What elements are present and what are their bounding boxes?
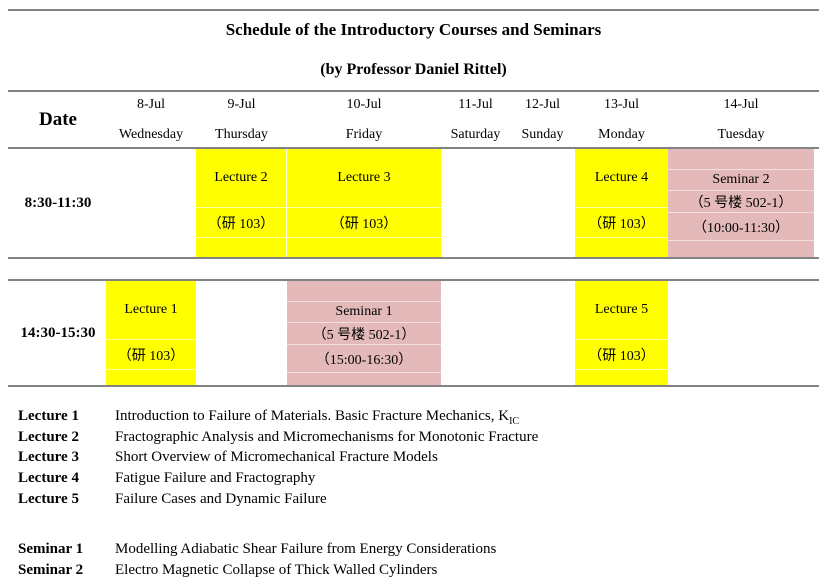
cell-title: Lecture 2	[196, 149, 286, 208]
cell-location: （研 103）	[287, 208, 441, 238]
legend-item-lecture-1: Lecture 1 Introduction to Failure of Mat…	[18, 408, 538, 429]
schedule-cell-lecture-5: Lecture 5 （研 103）	[575, 281, 668, 385]
schedule-cell-lecture-4: Lecture 4 （研 103）	[575, 149, 668, 257]
legend-item-seminar-1: Seminar 1 Modelling Adiabatic Shear Fail…	[18, 541, 496, 562]
header-day-thursday: 9-Jul Thursday	[196, 92, 287, 147]
header-date: 11-Jul	[458, 97, 493, 112]
cell-title: Seminar 2	[668, 170, 814, 191]
cell-location: （研 103）	[196, 208, 286, 238]
cell-location: （5 号楼 502-1）	[287, 323, 441, 345]
schedule-cell-lecture-1: Lecture 1 （研 103）	[106, 281, 196, 385]
row2-top-rule	[8, 279, 819, 281]
header-bottom-rule	[8, 147, 819, 149]
cell-title: Lecture 4	[575, 149, 668, 208]
schedule-cell-lecture-3: Lecture 3 （研 103）	[287, 149, 441, 257]
lecture-legend: Lecture 1 Introduction to Failure of Mat…	[18, 408, 538, 511]
header-date: 8-Jul	[137, 97, 165, 112]
legend-description: Fractographic Analysis and Micromechanis…	[115, 428, 539, 445]
legend-description: Fatigue Failure and Fractography	[115, 470, 316, 487]
legend-description: Introduction to Failure of Materials. Ba…	[115, 408, 520, 427]
cell-spacer	[668, 149, 814, 170]
legend-label: Lecture 2	[18, 428, 79, 445]
seminar-legend: Seminar 1 Modelling Adiabatic Shear Fail…	[18, 541, 496, 582]
cell-time-note: （10:00-11:30）	[668, 213, 814, 241]
header-date: 9-Jul	[227, 97, 256, 112]
row2-bottom-rule	[8, 385, 819, 387]
legend-description: Failure Cases and Dynamic Failure	[115, 490, 327, 507]
legend-item-lecture-4: Lecture 4 Fatigue Failure and Fractograp…	[18, 470, 538, 491]
schedule-row-afternoon: 14:30-15:30 Lecture 1 （研 103） Seminar 1 …	[10, 281, 814, 385]
legend-label: Lecture 3	[18, 449, 79, 466]
header-day-wednesday: 8-Jul Wednesday	[106, 92, 196, 147]
schedule-cell-lecture-2: Lecture 2 （研 103）	[196, 149, 287, 257]
page-title: Schedule of the Introductory Courses and…	[225, 20, 602, 39]
header-weekday: Wednesday	[118, 127, 184, 142]
row1-bottom-rule	[8, 257, 819, 259]
header-day-tuesday: 14-Jul Tuesday	[668, 92, 814, 147]
schedule-cell-empty	[106, 149, 196, 257]
schedule-cell-seminar-2: Seminar 2 （5 号楼 502-1） （10:00-11:30）	[668, 149, 814, 257]
legend-label: Seminar 2	[18, 561, 84, 578]
schedule-cell-empty	[510, 149, 575, 257]
header-weekday: Sunday	[521, 127, 564, 142]
cell-location: （5 号楼 502-1）	[668, 191, 814, 213]
legend-description: Modelling Adiabatic Shear Failure from E…	[115, 541, 497, 557]
header-date-label: Date	[39, 109, 77, 130]
legend-label: Lecture 5	[18, 490, 79, 507]
schedule-cell-empty	[441, 281, 510, 385]
legend-item-lecture-3: Lecture 3 Short Overview of Micromechani…	[18, 449, 538, 470]
schedule-cell-empty	[196, 281, 287, 385]
cell-title: Lecture 5	[575, 281, 668, 340]
header-date: 13-Jul	[604, 97, 639, 112]
cell-spacer	[287, 281, 441, 302]
legend-label: Seminar 1	[18, 541, 84, 557]
legend-label: Lecture 1	[18, 408, 79, 424]
cell-location: （研 103）	[575, 208, 668, 238]
top-rule	[8, 9, 819, 11]
legend-item-seminar-2: Seminar 2 Electro Magnetic Collapse of T…	[18, 562, 496, 583]
header-day-sunday: 12-Jul Sunday	[510, 92, 575, 147]
cell-time-note: （15:00-16:30）	[287, 345, 441, 373]
legend-description: Short Overview of Micromechanical Fractu…	[115, 449, 438, 466]
legend-item-lecture-5: Lecture 5 Failure Cases and Dynamic Fail…	[18, 491, 538, 512]
header-weekday: Thursday	[215, 127, 268, 142]
legend-item-lecture-2: Lecture 2 Fractographic Analysis and Mic…	[18, 429, 538, 450]
header-day-saturday: 11-Jul Saturday	[441, 92, 510, 147]
header-date: 10-Jul	[346, 97, 382, 112]
legend-label: Lecture 4	[18, 470, 79, 487]
schedule-cell-seminar-1: Seminar 1 （5 号楼 502-1） （15:00-16:30）	[287, 281, 441, 385]
header-weekday: Friday	[345, 127, 383, 142]
header-date: 14-Jul	[723, 97, 759, 112]
header-weekday: Tuesday	[717, 127, 765, 142]
header-day-friday: 10-Jul Friday	[287, 92, 441, 147]
schedule-cell-empty	[668, 281, 814, 385]
cell-title: Seminar 1	[287, 302, 441, 323]
schedule-cell-empty	[510, 281, 575, 385]
schedule-cell-empty	[441, 149, 510, 257]
cell-location: （研 103）	[575, 340, 668, 370]
schedule-row-morning: 8:30-11:30 Lecture 2 （研 103） Lecture 3 （…	[10, 149, 814, 257]
time-label-afternoon: 14:30-15:30	[20, 324, 96, 341]
cell-title: Lecture 3	[287, 149, 441, 208]
time-label-morning: 8:30-11:30	[24, 194, 92, 211]
page-subtitle: (by Professor Daniel Rittel)	[320, 61, 507, 78]
header-weekday: Monday	[598, 127, 645, 142]
subscript: IC	[509, 416, 520, 427]
table-top-rule	[8, 90, 819, 92]
header-date: 12-Jul	[525, 97, 560, 112]
cell-location: （研 103）	[106, 340, 196, 370]
header-day-monday: 13-Jul Monday	[575, 92, 668, 147]
cell-title: Lecture 1	[106, 281, 196, 340]
header-weekday: Saturday	[450, 127, 501, 142]
legend-description: Electro Magnetic Collapse of Thick Walle…	[115, 561, 438, 578]
table-header-row: Date 8-Jul Wednesday 9-Jul Thursday 10-J…	[10, 92, 814, 147]
